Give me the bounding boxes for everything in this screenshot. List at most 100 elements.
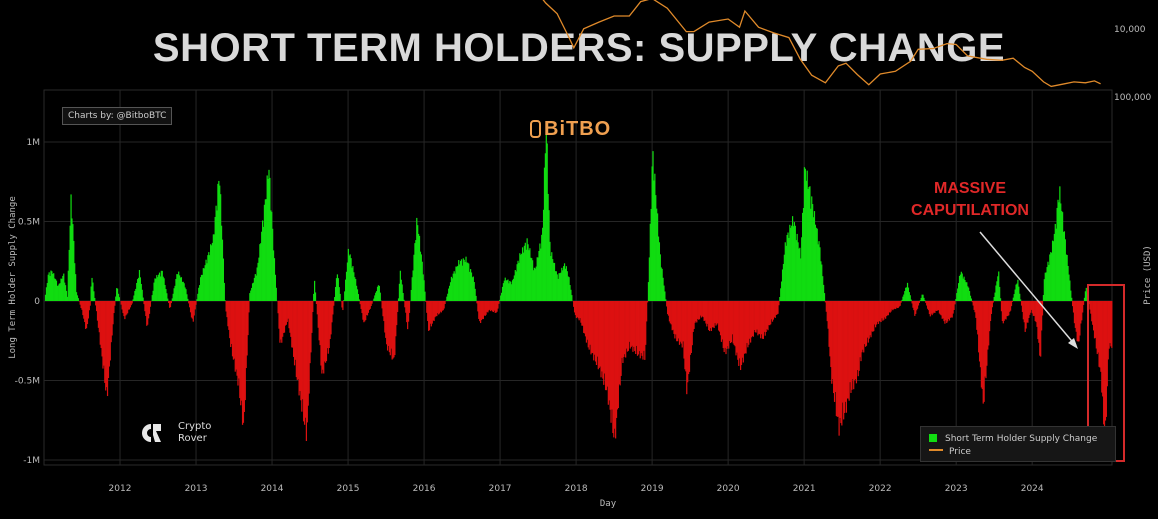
supply-bar	[511, 284, 513, 301]
supply-bar	[121, 301, 123, 310]
supply-bar	[980, 301, 983, 388]
supply-bar	[452, 273, 454, 301]
supply-bar	[219, 185, 221, 301]
supply-bar	[714, 301, 716, 324]
supply-bar	[1020, 301, 1023, 306]
supply-bar	[102, 301, 104, 369]
supply-bar	[189, 301, 192, 313]
supply-bar	[615, 301, 617, 439]
supply-bar	[162, 276, 164, 301]
supply-bar	[1084, 291, 1086, 301]
supply-bar	[1050, 252, 1052, 301]
supply-bar	[314, 280, 316, 301]
supply-bar	[814, 224, 816, 301]
supply-bar	[1074, 301, 1076, 328]
supply-bar	[112, 301, 114, 325]
supply-bar	[303, 301, 305, 422]
supply-bar	[581, 301, 583, 326]
supply-bar	[879, 301, 881, 322]
supply-bar	[301, 301, 303, 412]
supply-bar	[742, 301, 744, 363]
supply-bar	[843, 301, 845, 420]
supply-bar	[319, 301, 321, 346]
supply-bar	[652, 151, 654, 301]
supply-bar	[645, 301, 647, 345]
supply-bar	[551, 252, 553, 301]
supply-bar	[933, 301, 935, 313]
supply-bar	[860, 301, 862, 362]
supply-bar	[1057, 199, 1059, 301]
supply-bar	[719, 301, 722, 336]
supply-bar	[1110, 301, 1112, 347]
supply-bar	[938, 301, 941, 314]
supply-bar	[191, 301, 193, 319]
supply-bar	[73, 240, 75, 301]
supply-bar	[901, 299, 903, 301]
supply-bar	[830, 301, 832, 368]
supply-bar	[475, 295, 477, 301]
supply-bar	[133, 295, 135, 301]
supply-bar	[592, 301, 594, 354]
supply-bar	[661, 268, 663, 301]
supply-bar	[117, 293, 120, 301]
supply-bar	[397, 298, 400, 301]
supply-bar	[1070, 290, 1072, 301]
supply-bar	[335, 278, 338, 301]
supply-bar	[1103, 301, 1106, 445]
supply-bar	[48, 272, 50, 301]
supply-bar	[47, 274, 49, 301]
supply-bar	[163, 278, 165, 301]
supply-bar	[148, 301, 151, 314]
supply-bar	[547, 193, 549, 301]
supply-bar	[223, 282, 225, 301]
supply-bar	[991, 301, 993, 308]
supply-bar	[640, 301, 642, 354]
supply-bar	[1096, 301, 1098, 355]
supply-bar	[77, 298, 79, 301]
supply-bar	[153, 282, 155, 301]
supply-bar	[686, 301, 688, 395]
supply-bar	[898, 301, 900, 307]
supply-bar	[280, 301, 282, 340]
supply-bar	[690, 301, 692, 353]
supply-bar	[772, 301, 775, 320]
supply-bar	[154, 278, 156, 301]
supply-bar	[215, 205, 217, 301]
supply-bar	[758, 301, 760, 334]
supply-bar	[242, 301, 245, 423]
supply-bar	[653, 180, 655, 301]
supply-bar	[632, 301, 634, 352]
supply-bar	[709, 301, 712, 329]
supply-bar	[976, 301, 978, 330]
supply-bar	[977, 301, 979, 335]
supply-bar	[870, 301, 872, 338]
supply-bar	[348, 255, 350, 301]
supply-bar	[541, 234, 543, 301]
supply-bar	[89, 301, 91, 306]
supply-bar	[753, 301, 755, 331]
supply-bar	[1068, 274, 1070, 301]
supply-bar	[774, 301, 776, 318]
supply-bar	[262, 220, 264, 301]
supply-bar	[465, 256, 467, 301]
supply-bar	[580, 301, 582, 323]
supply-bar	[314, 292, 317, 301]
supply-bar	[528, 250, 530, 301]
supply-bar	[422, 274, 424, 301]
supply-bar	[106, 301, 109, 397]
supply-bar	[704, 301, 706, 321]
supply-bar	[929, 301, 931, 317]
supply-bar	[670, 301, 672, 325]
supply-bar	[1035, 301, 1037, 323]
supply-bar	[738, 301, 740, 366]
supply-bar	[44, 294, 47, 301]
supply-bar	[728, 301, 730, 349]
supply-bar	[803, 167, 806, 301]
supply-bar	[136, 282, 138, 301]
supply-bar	[1004, 301, 1006, 319]
supply-bar	[682, 301, 684, 342]
supply-bar	[583, 301, 585, 333]
supply-bar	[784, 242, 786, 301]
supply-bar	[1037, 301, 1039, 340]
supply-bar	[578, 301, 580, 321]
